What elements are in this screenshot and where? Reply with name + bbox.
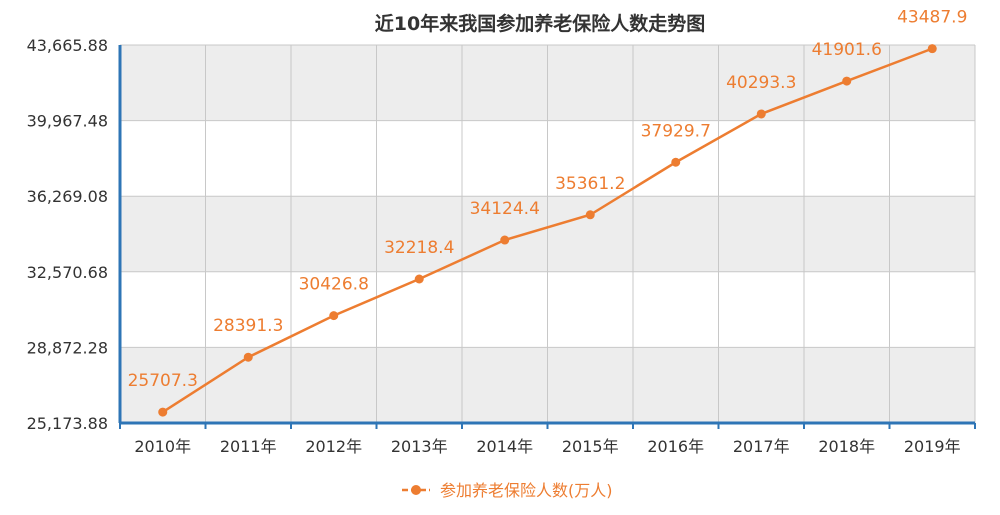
data-label: 30426.8	[299, 275, 369, 295]
data-label: 25707.3	[128, 371, 198, 391]
data-point[interactable]	[158, 407, 168, 417]
y-tick-label: 36,269.08	[27, 187, 108, 206]
data-points	[158, 44, 937, 417]
x-axis-tick-labels: 2010年 2011年 2012年 2013年 2014年 2015年 2016年 2017年…	[134, 437, 960, 456]
y-axis-tick-labels: 25,173.88 28,872.28 32,570.68 36,269.08 39,9…	[27, 36, 108, 433]
x-tick-label: 2016年	[647, 437, 704, 456]
data-labels: 25707.3 28391.3 30426.8 32218.4 34124.4 35361…	[128, 8, 968, 391]
data-label: 40293.3	[726, 73, 796, 93]
data-point[interactable]	[927, 44, 937, 54]
data-label: 34124.4	[470, 199, 540, 219]
gridlines	[120, 44, 976, 424]
data-point[interactable]	[585, 210, 595, 220]
x-tick-label: 2013年	[391, 437, 448, 456]
x-tick-label: 2010年	[134, 437, 191, 456]
data-label: 37929.7	[641, 121, 711, 141]
data-point[interactable]	[842, 76, 852, 86]
data-label: 41901.6	[812, 40, 882, 60]
series-line-path	[162, 47, 933, 414]
y-tick-label: 28,872.28	[27, 338, 108, 357]
y-tick-label: 43,665.88	[27, 36, 108, 55]
x-tick-label: 2019年	[904, 437, 961, 456]
data-point[interactable]	[414, 274, 424, 284]
y-tick-label: 25,173.88	[27, 414, 108, 433]
x-tick-label: 2014年	[476, 437, 533, 456]
data-label: 28391.3	[213, 316, 283, 336]
x-tick-label: 2012年	[305, 437, 362, 456]
data-point[interactable]	[329, 311, 339, 321]
y-tick-label: 39,967.48	[27, 112, 108, 131]
legend[interactable]: 参加养老保险人数(万人)	[402, 481, 613, 500]
legend-label: 参加养老保险人数(万人)	[440, 481, 613, 500]
data-label: 32218.4	[384, 238, 454, 258]
x-tick-label: 2011年	[220, 437, 277, 456]
chart-title: 近10年来我国参加养老保险人数走势图	[375, 12, 705, 35]
data-point[interactable]	[500, 235, 510, 245]
x-tick-label: 2015年	[562, 437, 619, 456]
data-point[interactable]	[243, 352, 253, 362]
data-label: 43487.9	[897, 8, 967, 28]
x-tick-label: 2018年	[818, 437, 875, 456]
data-point[interactable]	[756, 109, 766, 119]
x-tick-label: 2017年	[733, 437, 790, 456]
series-line	[162, 47, 933, 414]
y-tick-label: 32,570.68	[27, 263, 108, 282]
axes	[118, 45, 976, 429]
data-label: 35361.2	[555, 174, 625, 194]
data-point[interactable]	[671, 157, 681, 167]
legend-marker	[411, 485, 421, 495]
